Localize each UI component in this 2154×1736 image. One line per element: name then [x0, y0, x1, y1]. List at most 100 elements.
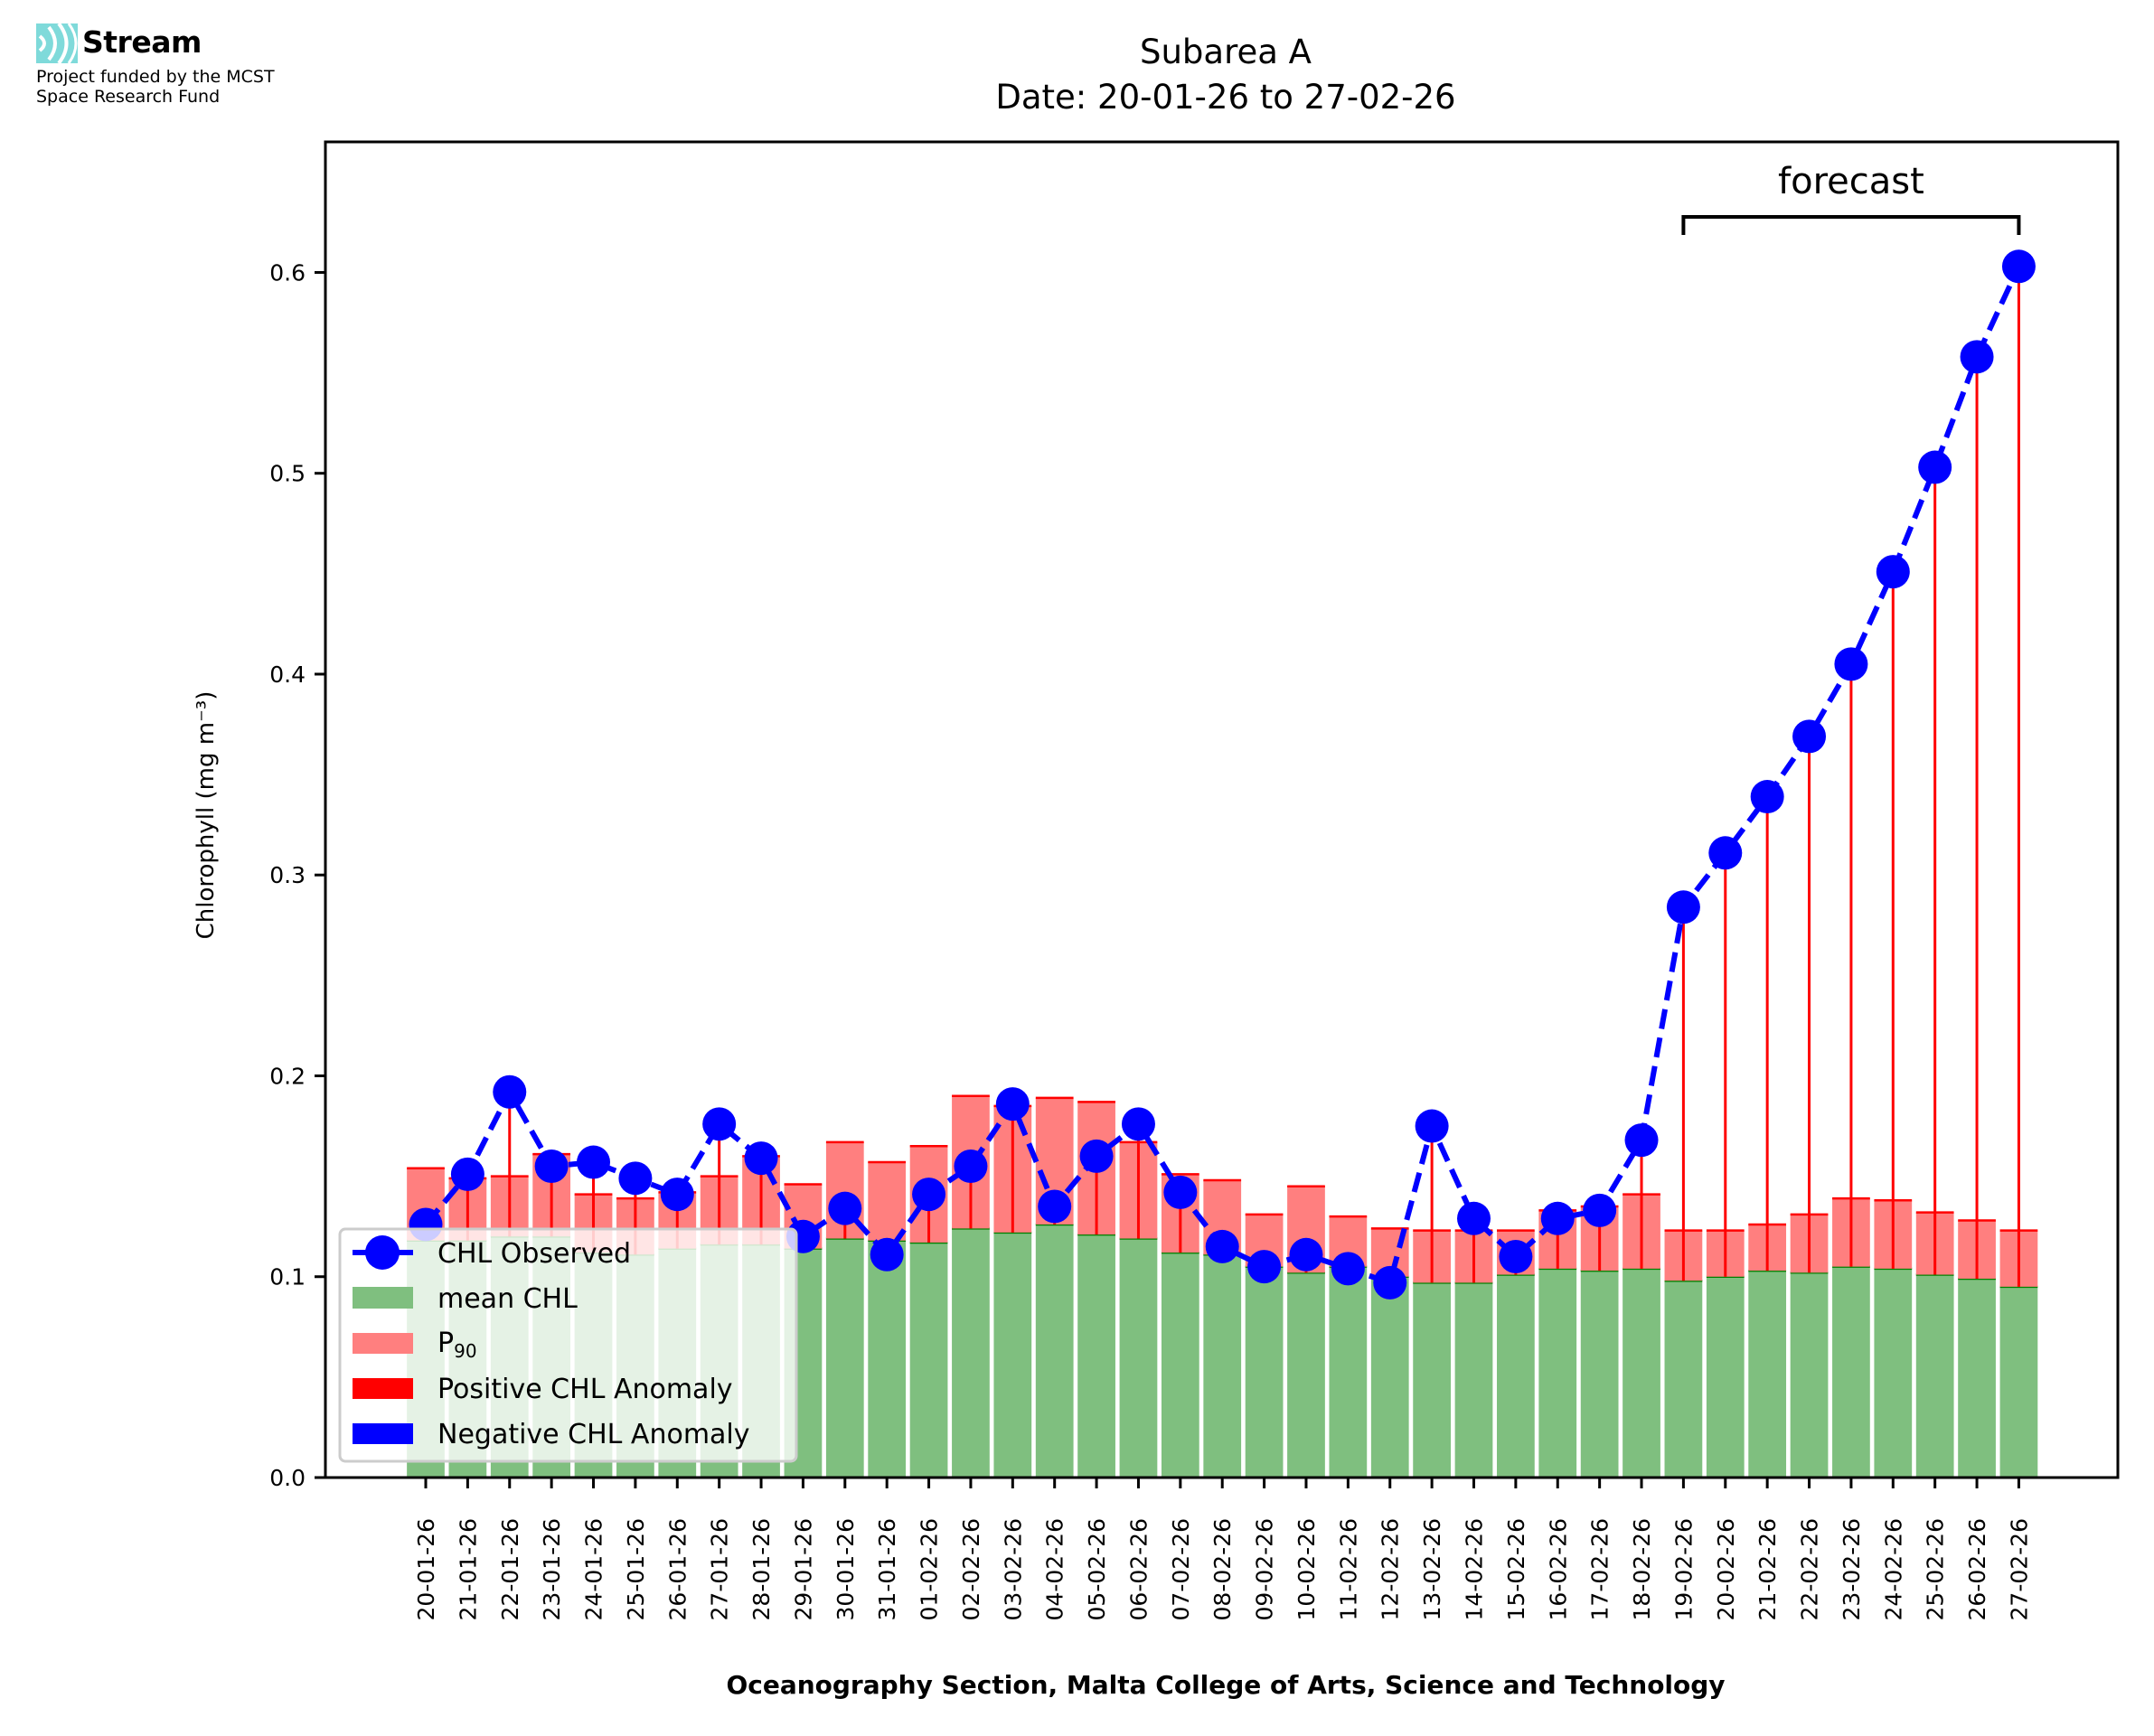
observed-point	[2001, 249, 2036, 284]
observed-point	[1457, 1201, 1491, 1235]
mean-bar	[1623, 1268, 1660, 1478]
mean-bar	[1203, 1254, 1242, 1478]
x-tick-label: 26-02-26	[1964, 1518, 1990, 1620]
y-tick-label: 0.1	[269, 1264, 306, 1290]
mean-bar	[1413, 1282, 1451, 1478]
legend-label-negative: Negative CHL Anomaly	[437, 1419, 750, 1450]
y-axis-ticks: 0.0 0.1 0.2 0.3 0.4 0.5 0.6	[269, 259, 325, 1491]
x-tick-label: 28-01-26	[748, 1518, 775, 1620]
x-tick-label: 14-02-26	[1462, 1518, 1488, 1620]
x-tick-label: 10-02-26	[1293, 1518, 1320, 1620]
legend-swatch-p90	[353, 1333, 413, 1354]
mean-bar	[1706, 1276, 1745, 1478]
x-tick-label: 25-02-26	[1923, 1518, 1949, 1620]
x-tick-label: 30-01-26	[832, 1518, 859, 1620]
x-tick-label: 11-02-26	[1335, 1518, 1361, 1620]
legend-item-positive: Positive CHL Anomaly	[353, 1374, 733, 1405]
observed-point	[702, 1107, 737, 1141]
forecast-bracket	[1681, 215, 2021, 235]
legend-item-p90: P90	[353, 1328, 477, 1362]
legend-swatch-negative	[353, 1423, 413, 1444]
observed-point	[744, 1141, 778, 1176]
mean-bar	[1077, 1234, 1115, 1478]
x-tick-label: 25-01-26	[623, 1518, 649, 1620]
observed-point	[954, 1150, 988, 1184]
mean-bar	[1454, 1282, 1493, 1478]
x-tick-label: 05-02-26	[1084, 1518, 1110, 1620]
x-tick-label: 12-02-26	[1378, 1518, 1404, 1620]
stream-waves-icon	[36, 23, 78, 63]
mean-bar	[1287, 1272, 1325, 1478]
x-tick-label: 18-02-26	[1629, 1518, 1655, 1620]
legend-marker-icon	[365, 1235, 400, 1270]
x-tick-label: 20-02-26	[1713, 1518, 1739, 1620]
mean-bar	[1329, 1266, 1368, 1478]
observed-point	[1415, 1109, 1449, 1143]
x-tick-label: 27-02-26	[2006, 1518, 2032, 1620]
x-tick-label: 21-02-26	[1754, 1518, 1781, 1620]
x-tick-label: 09-02-26	[1252, 1518, 1278, 1620]
x-tick-label: 22-02-26	[1797, 1518, 1823, 1620]
x-tick-label: 23-01-26	[539, 1518, 565, 1620]
x-tick-label: 07-02-26	[1168, 1518, 1194, 1620]
x-tick-label: 01-02-26	[917, 1518, 943, 1620]
x-tick-label: 03-02-26	[1000, 1518, 1026, 1620]
x-tick-label: 27-01-26	[707, 1518, 733, 1620]
observed-point	[1373, 1265, 1407, 1300]
x-tick-label: 21-01-26	[455, 1518, 481, 1620]
observed-point	[1499, 1240, 1533, 1274]
legend-label-observed: CHL Observed	[437, 1238, 631, 1270]
x-tick-label: 13-02-26	[1419, 1518, 1445, 1620]
legend-label-p90: P90	[437, 1328, 477, 1362]
y-tick-label: 0.3	[269, 862, 306, 888]
x-tick-label: 16-02-26	[1545, 1518, 1571, 1620]
legend-item-mean: mean CHL	[353, 1283, 578, 1315]
x-tick-label: 29-01-26	[790, 1518, 816, 1620]
x-tick-label: 19-02-26	[1670, 1518, 1697, 1620]
observed-point	[1247, 1250, 1282, 1284]
x-axis-ticks: 20-01-26 21-01-26 22-01-26 23-01-26 24-01-26…	[413, 1478, 2032, 1620]
observed-line	[423, 265, 2022, 1287]
mean-bar	[1748, 1271, 1787, 1478]
mean-bar	[1999, 1286, 2038, 1478]
observed-point	[618, 1161, 653, 1196]
legend-label-p90-sub: 90	[454, 1340, 476, 1362]
mean-bar	[1580, 1271, 1619, 1478]
forecast-annotation: forecast	[1681, 161, 2021, 235]
y-axis-label: Chlorophyll (mg m⁻³)	[193, 691, 220, 940]
observed-point	[870, 1237, 904, 1272]
forecast-label: forecast	[1778, 161, 1924, 202]
legend-item-observed: CHL Observed	[353, 1235, 631, 1270]
mean-bar	[1915, 1274, 1954, 1478]
x-tick-label: 17-02-26	[1587, 1518, 1613, 1620]
observed-point	[1792, 719, 1827, 754]
chart-subtitle: Date: 20-01-26 to 27-02-26	[995, 78, 1455, 117]
x-tick-label: 31-01-26	[874, 1518, 900, 1620]
x-tick-label: 24-01-26	[581, 1518, 607, 1620]
observed-point	[1834, 647, 1868, 681]
observed-point	[660, 1178, 694, 1212]
observed-point	[1038, 1189, 1072, 1224]
legend: CHL Observed mean CHL P90 Positive CHL A…	[338, 1227, 798, 1463]
observed-point	[1121, 1107, 1155, 1141]
mean-bar	[1370, 1276, 1409, 1478]
legend-frame	[338, 1227, 798, 1463]
observed-point	[1624, 1123, 1659, 1158]
observed-point	[1918, 450, 1952, 484]
observed-point	[1289, 1237, 1323, 1272]
mean-bar	[1119, 1238, 1158, 1478]
mean-bar	[1497, 1274, 1535, 1478]
x-tick-label: 20-01-26	[413, 1518, 439, 1620]
observed-point	[1583, 1193, 1617, 1227]
y-tick-label: 0.6	[269, 259, 306, 286]
x-tick-label: 06-02-26	[1125, 1518, 1152, 1620]
legend-item-negative: Negative CHL Anomaly	[353, 1419, 750, 1450]
observed-point	[1708, 836, 1743, 870]
x-tick-label: 26-01-26	[664, 1518, 691, 1620]
observed-point	[1079, 1139, 1114, 1173]
funding-line-1: Project funded by the MCST	[36, 67, 275, 87]
mean-bar	[1958, 1278, 1996, 1478]
observed-point	[912, 1178, 946, 1212]
mean-bar	[952, 1228, 990, 1478]
